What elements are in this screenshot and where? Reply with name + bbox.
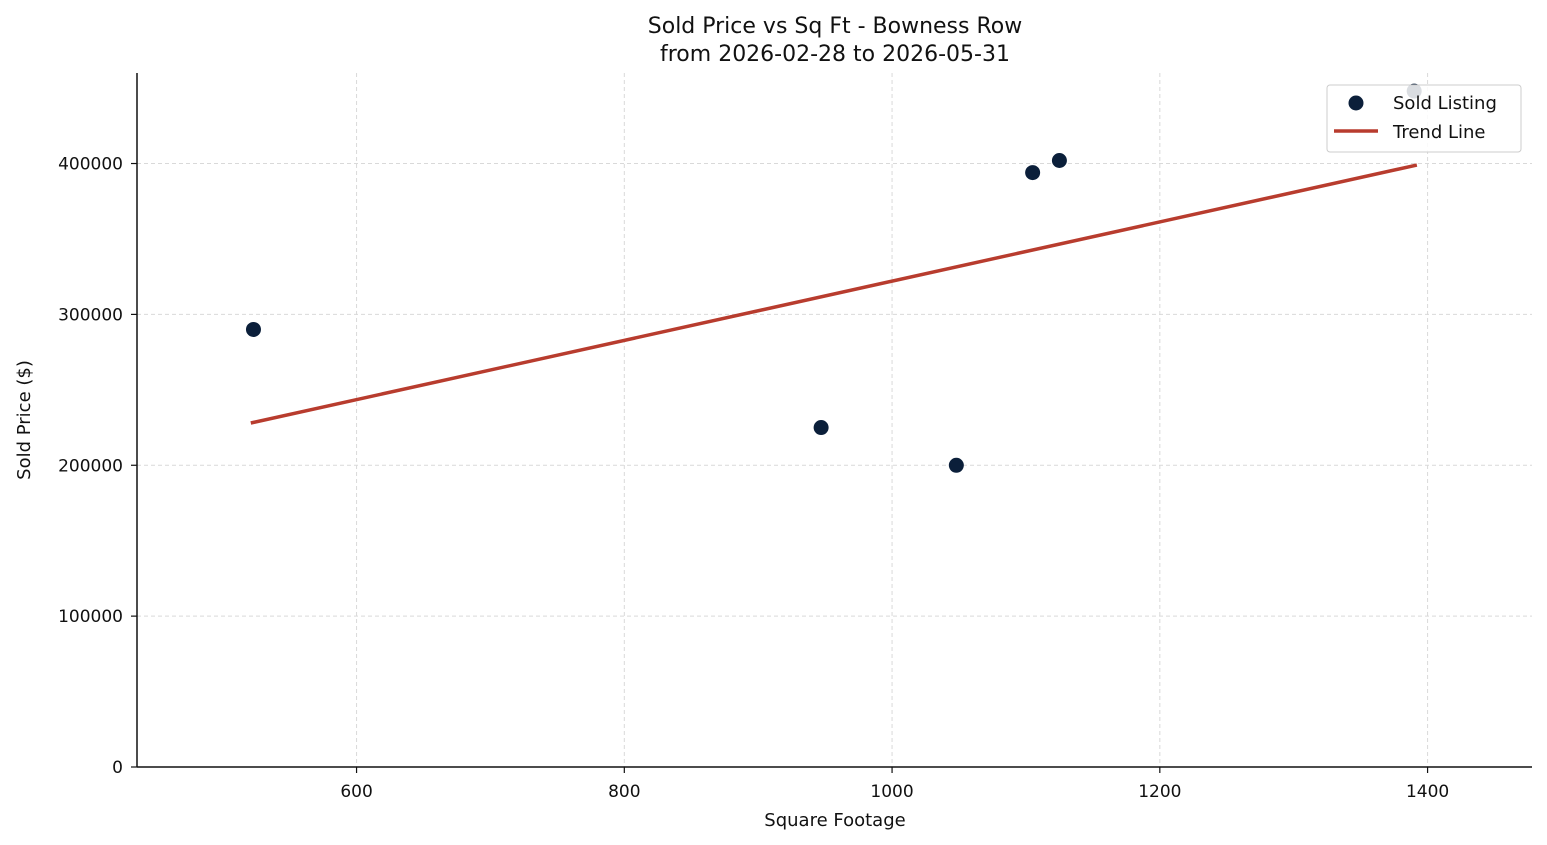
legend-label-sold-listing: Sold Listing	[1393, 93, 1497, 114]
grid-lines	[137, 73, 1532, 767]
legend-label-trend-line: Trend Line	[1392, 122, 1486, 143]
legend-marker-sold-listing	[1348, 95, 1364, 111]
y-tick-label: 0	[112, 758, 123, 778]
chart-title: Sold Price vs Sq Ft - Bowness Row	[648, 14, 1022, 39]
y-axis-label: Sold Price ($)	[14, 360, 35, 480]
x-tick-label: 1400	[1406, 782, 1449, 802]
y-tick-label: 400000	[58, 155, 123, 175]
x-tick-label: 600	[340, 782, 372, 802]
sold-listing-point	[948, 457, 964, 473]
legend: Sold Listing Trend Line	[1326, 84, 1522, 153]
trend-line-layer	[250, 163, 1418, 425]
x-tick-label: 1000	[870, 782, 913, 802]
sold-listing-point	[813, 420, 829, 436]
y-ticks: 0 100000 200000 300000 400000	[58, 155, 137, 778]
y-tick-label: 200000	[58, 456, 123, 476]
x-tick-label: 800	[608, 782, 640, 802]
data-points	[245, 83, 1422, 473]
sold-listing-point	[1051, 153, 1067, 169]
x-axis-label: Square Footage	[764, 810, 905, 831]
x-tick-label: 1200	[1138, 782, 1181, 802]
x-ticks: 600 800 1000 1200 1400	[340, 767, 1449, 802]
sold-listing-point	[1025, 165, 1041, 181]
sold-listing-point	[245, 321, 261, 337]
legend-box	[1326, 84, 1522, 153]
chart-subtitle: from 2026-02-28 to 2026-05-31	[660, 42, 1010, 67]
y-tick-label: 100000	[58, 607, 123, 627]
trend-line	[250, 163, 1418, 425]
y-tick-label: 300000	[58, 305, 123, 325]
